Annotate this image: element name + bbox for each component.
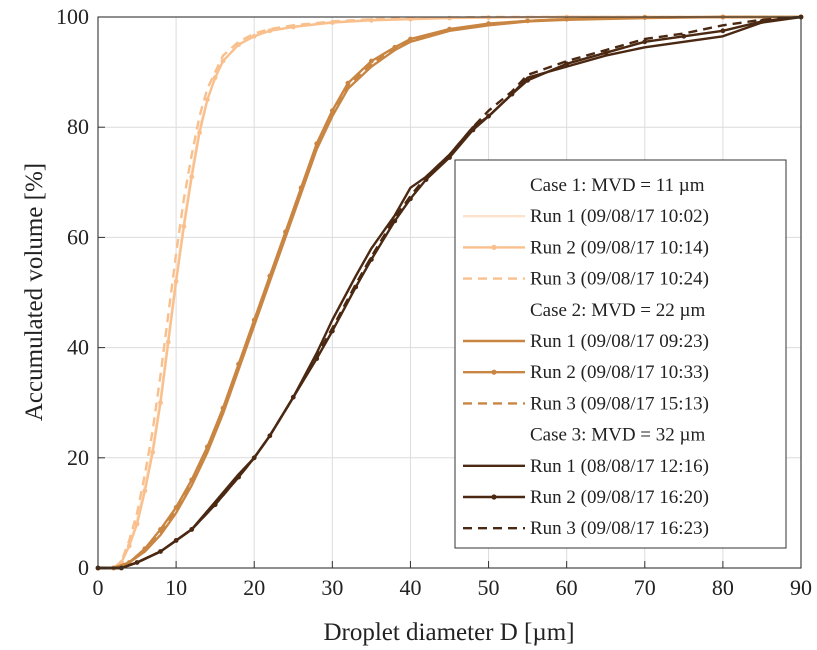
data-point — [134, 521, 140, 527]
data-point — [267, 28, 273, 34]
legend-label: Run 1 (09/08/17 09:23) — [530, 331, 709, 352]
data-point — [642, 39, 648, 45]
data-point — [150, 449, 156, 455]
series-line — [98, 15, 802, 570]
data-point — [197, 130, 202, 136]
y-tick-label: 80 — [67, 114, 89, 139]
legend-case-header: Case 2: MVD = 22 µm — [530, 300, 705, 321]
x-tick-label: 70 — [634, 575, 656, 600]
data-point — [220, 58, 226, 64]
series-line — [98, 15, 801, 570]
y-tick-label: 20 — [67, 445, 89, 470]
legend-item: Run 1 (09/08/17 09:23) — [463, 331, 709, 352]
data-point — [142, 488, 148, 494]
data-point — [525, 77, 531, 83]
data-point — [165, 339, 171, 345]
legend-label: Run 1 (08/08/17 12:16) — [530, 456, 709, 477]
legend-item: Run 1 (08/08/17 12:16) — [463, 456, 709, 477]
legend-marker — [491, 244, 497, 250]
data-point — [212, 75, 218, 81]
legend-item: Run 2 (09/08/17 10:33) — [463, 362, 709, 383]
data-point — [720, 28, 726, 34]
data-point — [181, 223, 187, 229]
data-point — [283, 229, 288, 235]
x-tick-label: 60 — [556, 575, 578, 600]
axes: 0 10 20 30 40 50 60 70 80 90 0 20 40 60 80 100 — [56, 4, 812, 600]
data-point — [126, 543, 132, 549]
legend-item: Run 3 (09/08/17 10:24) — [463, 269, 709, 290]
legend-marker — [491, 369, 497, 375]
data-point — [267, 273, 273, 279]
x-tick-label: 10 — [165, 575, 187, 600]
legend-case-header: Case 3: MVD = 32 µm — [530, 425, 705, 446]
x-tick-label: 0 — [93, 575, 104, 600]
legend-marker — [491, 494, 497, 500]
y-tick-label: 40 — [67, 335, 89, 360]
legend-item: Run 3 (09/08/17 15:13) — [463, 393, 709, 414]
legend-label: Run 2 (09/08/17 10:33) — [530, 362, 709, 383]
legend-case-label: Case 2: MVD = 22 µm — [530, 300, 705, 321]
x-tick-label: 20 — [243, 575, 265, 600]
y-tick-label: 60 — [67, 224, 89, 249]
data-point — [158, 400, 163, 406]
series-line — [98, 15, 802, 570]
legend-box — [454, 159, 787, 549]
plot-frame — [97, 16, 802, 569]
data-point — [470, 127, 476, 133]
legend-item: Run 3 (09/08/17 16:23) — [463, 518, 709, 539]
series-lines — [95, 14, 804, 571]
data-point — [204, 97, 210, 103]
legend-label: Run 3 (09/08/17 16:23) — [530, 518, 709, 539]
y-axis-label: Accumulated volume [%] — [21, 163, 48, 421]
x-tick-label: 40 — [399, 575, 421, 600]
x-axis-label: Droplet diameter D [µm] — [323, 619, 574, 646]
legend-case-header: Case 1: MVD = 11 µm — [530, 175, 705, 196]
legend-label: Run 2 (09/08/17 16:20) — [530, 487, 709, 508]
y-tick-label: 100 — [56, 4, 89, 29]
series-3 — [98, 15, 801, 570]
data-point — [368, 58, 374, 64]
x-tick-label: 50 — [478, 575, 500, 600]
legend-label: Run 3 (09/08/17 15:13) — [530, 393, 709, 414]
x-tick-label: 30 — [321, 575, 343, 600]
legend-label: Run 1 (09/08/17 10:02) — [530, 206, 709, 227]
legend-label: Run 2 (09/08/17 10:14) — [530, 237, 709, 258]
legend-case-label: Case 1: MVD = 11 µm — [530, 175, 705, 196]
x-tick-label: 80 — [712, 575, 734, 600]
legend: Case 1: MVD = 11 µm Run 1 (09/08/17 10:02… — [454, 159, 787, 549]
data-point — [681, 33, 687, 39]
legend-item: Run 1 (09/08/17 10:02) — [463, 206, 709, 227]
data-point — [486, 113, 491, 119]
legend-case-label: Case 3: MVD = 32 µm — [530, 425, 705, 446]
data-point — [368, 17, 374, 23]
y-tick-label: 0 — [78, 555, 89, 580]
series-9 — [98, 15, 802, 570]
legend-label: Run 3 (09/08/17 10:24) — [530, 269, 709, 290]
legend-item: Run 2 (09/08/17 16:20) — [463, 487, 709, 508]
data-point — [173, 279, 179, 284]
data-point — [251, 33, 257, 39]
data-point — [189, 174, 195, 180]
x-tick-label: 90 — [790, 575, 812, 600]
legend-item: Run 2 (09/08/17 10:14) — [463, 237, 709, 258]
